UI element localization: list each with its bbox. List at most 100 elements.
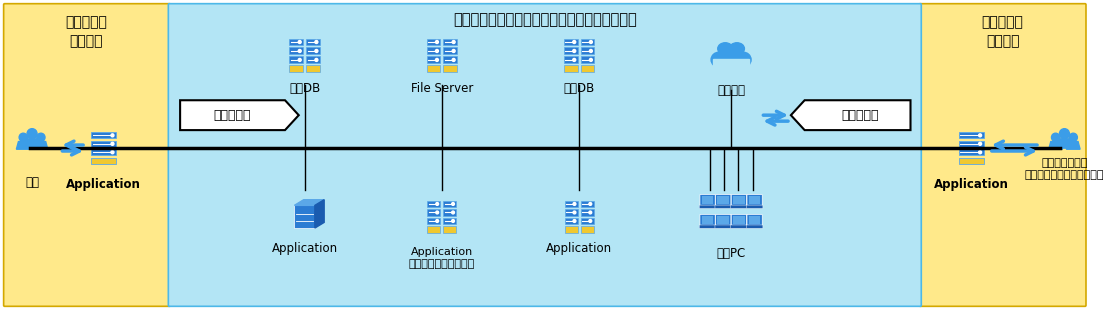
FancyBboxPatch shape: [747, 215, 763, 225]
Circle shape: [589, 41, 593, 43]
Bar: [443, 38, 457, 46]
Bar: [91, 158, 117, 164]
Text: データ暗号: データ暗号: [214, 109, 251, 122]
Bar: [581, 209, 594, 216]
Text: Application: Application: [67, 178, 141, 191]
Bar: [959, 158, 985, 164]
Circle shape: [589, 219, 592, 222]
Text: Application
バックアップシステム: Application バックアップシステム: [408, 246, 475, 269]
Text: 社内PC: 社内PC: [716, 246, 746, 259]
Bar: [733, 216, 745, 224]
Circle shape: [573, 202, 576, 205]
Polygon shape: [1049, 142, 1062, 149]
FancyBboxPatch shape: [715, 225, 731, 228]
Circle shape: [315, 41, 317, 43]
Text: クラウド: クラウド: [717, 84, 745, 97]
Circle shape: [435, 58, 438, 61]
FancyBboxPatch shape: [716, 215, 730, 225]
Circle shape: [436, 211, 438, 214]
Bar: [427, 201, 441, 207]
Bar: [443, 226, 456, 233]
Bar: [959, 141, 985, 147]
Bar: [565, 226, 577, 233]
Bar: [581, 65, 594, 72]
Bar: [713, 59, 749, 69]
Polygon shape: [1067, 142, 1080, 149]
Circle shape: [979, 134, 981, 137]
Circle shape: [1069, 133, 1078, 142]
FancyBboxPatch shape: [716, 194, 730, 206]
Circle shape: [573, 41, 576, 43]
Circle shape: [573, 211, 576, 214]
Text: 顧客: 顧客: [26, 176, 39, 189]
Bar: [581, 218, 594, 224]
Bar: [426, 56, 441, 64]
FancyBboxPatch shape: [919, 4, 1086, 306]
Text: 部門DB: 部門DB: [564, 82, 595, 95]
Bar: [581, 226, 594, 233]
Bar: [733, 196, 745, 204]
Bar: [306, 56, 320, 64]
Bar: [702, 216, 714, 224]
FancyBboxPatch shape: [746, 225, 763, 228]
Bar: [564, 47, 577, 55]
Circle shape: [452, 50, 455, 52]
Ellipse shape: [718, 43, 733, 55]
Text: 共通DB: 共通DB: [289, 82, 321, 95]
Bar: [565, 218, 577, 224]
FancyBboxPatch shape: [731, 215, 747, 225]
Bar: [443, 218, 456, 224]
Circle shape: [299, 41, 301, 43]
Circle shape: [299, 58, 301, 61]
FancyBboxPatch shape: [700, 215, 715, 225]
FancyBboxPatch shape: [730, 205, 747, 208]
Circle shape: [452, 219, 454, 222]
Bar: [306, 65, 320, 72]
Bar: [427, 226, 441, 233]
Circle shape: [589, 202, 592, 205]
Bar: [443, 209, 456, 216]
Circle shape: [452, 58, 455, 61]
Circle shape: [589, 50, 593, 52]
FancyBboxPatch shape: [715, 205, 731, 208]
Text: 元データを
扱う領域: 元データを 扱う領域: [65, 16, 107, 48]
Bar: [426, 38, 441, 46]
Bar: [443, 47, 457, 55]
Circle shape: [435, 50, 438, 52]
Text: Application: Application: [934, 178, 1009, 191]
Bar: [426, 65, 441, 72]
Circle shape: [37, 133, 46, 142]
Bar: [959, 149, 985, 155]
Circle shape: [111, 151, 114, 154]
Text: データ復号: データ復号: [841, 109, 879, 122]
Circle shape: [573, 50, 576, 52]
Ellipse shape: [718, 46, 744, 65]
Bar: [749, 216, 760, 224]
Bar: [443, 56, 457, 64]
Polygon shape: [315, 200, 324, 228]
Bar: [564, 56, 577, 64]
Bar: [717, 216, 729, 224]
Bar: [294, 205, 315, 228]
Circle shape: [111, 142, 114, 145]
Circle shape: [436, 219, 438, 222]
Bar: [91, 149, 117, 155]
Polygon shape: [23, 139, 40, 148]
Text: File Server: File Server: [411, 82, 473, 95]
Circle shape: [452, 41, 455, 43]
Bar: [306, 38, 320, 46]
Text: パワーユーザー
（代理店や協力会社など）: パワーユーザー （代理店や協力会社など）: [1025, 158, 1104, 180]
Bar: [749, 196, 760, 204]
Bar: [427, 218, 441, 224]
Bar: [443, 201, 456, 207]
FancyBboxPatch shape: [699, 205, 716, 208]
Ellipse shape: [712, 52, 728, 67]
FancyBboxPatch shape: [700, 194, 715, 206]
Bar: [443, 65, 457, 72]
Circle shape: [452, 211, 454, 214]
Bar: [959, 132, 985, 138]
Text: Application: Application: [546, 241, 613, 255]
Bar: [564, 65, 577, 72]
Polygon shape: [180, 100, 299, 130]
Polygon shape: [791, 100, 910, 130]
